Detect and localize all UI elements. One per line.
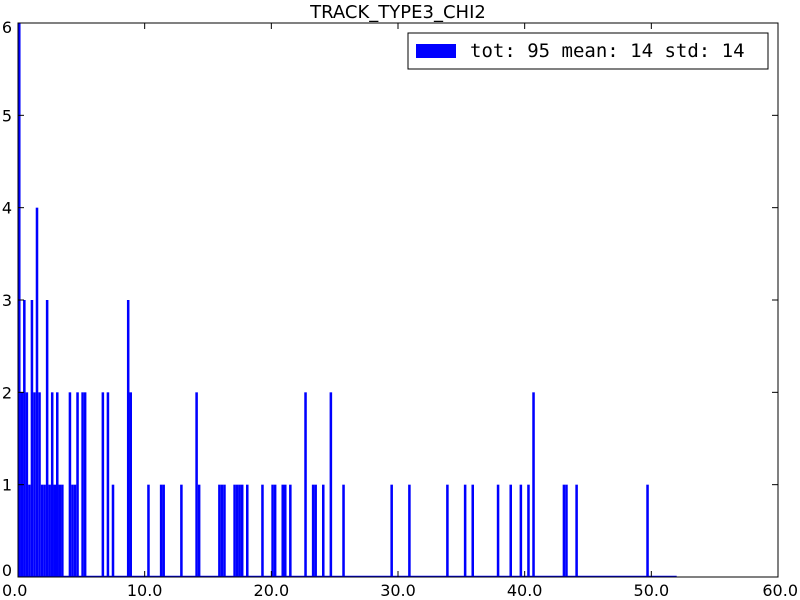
histogram-bar	[180, 484, 183, 577]
x-tick-label: 30.0	[380, 581, 416, 600]
histogram-bar	[314, 484, 317, 577]
histogram-bar	[246, 484, 249, 577]
histogram-bar	[532, 392, 535, 577]
histogram-bar	[233, 484, 236, 577]
histogram-bar	[68, 392, 72, 577]
histogram-bar	[126, 300, 130, 577]
histogram-bar	[43, 484, 46, 577]
y-tick-label: 3	[2, 291, 12, 310]
y-tick-label: 6	[2, 18, 12, 37]
histogram-bar	[562, 484, 566, 577]
histogram-bar	[61, 484, 64, 577]
y-tick-label: 2	[2, 383, 12, 402]
histogram-bar	[281, 484, 284, 577]
histogram-bar	[271, 484, 274, 577]
x-tick-label: 40.0	[507, 581, 543, 600]
legend-swatch	[416, 44, 456, 58]
histogram-bar	[45, 300, 49, 577]
y-tick-label: 1	[2, 476, 12, 495]
histogram-bar	[240, 484, 244, 577]
histogram-bar	[342, 484, 345, 577]
histogram-bar	[311, 484, 315, 577]
x-tick-label: 50.0	[634, 581, 670, 600]
histogram-bar	[35, 207, 39, 577]
histogram-bar	[30, 300, 34, 577]
histogram-bar	[565, 484, 568, 577]
histogram-bar	[322, 484, 325, 577]
histogram-bar	[238, 484, 241, 577]
histogram-bar	[527, 484, 530, 577]
histogram-bar	[223, 484, 226, 577]
histogram-bar	[463, 484, 467, 577]
histogram-bar	[496, 484, 500, 577]
histogram-bar	[73, 484, 77, 577]
ticks-layer	[17, 22, 779, 578]
chart-title: TRACK_TYPE3_CHI2	[309, 2, 486, 23]
histogram-bar	[235, 484, 239, 577]
x-tick-label: 10.0	[127, 581, 163, 600]
histogram-bar	[197, 484, 201, 577]
histogram-bar	[33, 392, 36, 577]
histogram-bar	[159, 484, 163, 577]
histogram-bar	[71, 484, 74, 577]
histogram-bar	[646, 484, 649, 577]
histogram-bar	[284, 484, 287, 577]
histogram-bar	[408, 484, 411, 577]
y-tick-label: 4	[2, 199, 12, 218]
histogram-bar	[218, 484, 221, 577]
legend: tot: 95 mean: 14 std: 14	[407, 32, 769, 70]
histogram-bar	[329, 392, 333, 577]
histogram-bar	[390, 484, 393, 577]
histogram-bar	[53, 484, 56, 577]
histogram-bar	[25, 392, 29, 577]
histogram-bar	[23, 300, 26, 577]
histogram-bar	[129, 392, 132, 577]
histogram-bar	[147, 484, 150, 577]
histogram-bar	[101, 392, 105, 577]
histogram-bar	[162, 484, 165, 577]
histogram-bar	[28, 484, 31, 577]
histogram-bar	[289, 484, 292, 577]
x-tick-label: 60.0	[762, 581, 798, 600]
histogram-bar	[83, 392, 87, 577]
histogram-bar	[76, 392, 79, 577]
histogram-bar	[273, 484, 277, 577]
histogram-bar	[446, 484, 449, 577]
y-tick-label: 0	[2, 561, 12, 580]
x-tick-label: 0.0	[2, 581, 27, 600]
histogram-bar	[81, 392, 84, 577]
histogram-bar	[519, 484, 523, 577]
x-tick-label: 20.0	[254, 581, 290, 600]
y-tick-label: 5	[2, 106, 12, 125]
histogram-bar	[56, 392, 59, 577]
histogram-bar	[50, 392, 54, 577]
histogram-bar	[40, 484, 44, 577]
histogram-bar	[48, 484, 51, 577]
tick-labels-layer: 0.0 10.0 20.0 30.0 40.0 50.0 60.0 0 1 2 3 4 5 6	[2, 18, 798, 600]
histogram-bar	[509, 484, 512, 577]
histogram-bar	[195, 392, 198, 577]
histogram-bar	[575, 484, 578, 577]
histogram-bar	[38, 392, 41, 577]
histogram-bar	[304, 392, 307, 577]
histogram-bar	[220, 484, 224, 577]
histogram-bar	[111, 484, 115, 577]
histogram-bar	[106, 392, 110, 577]
legend-box	[407, 32, 769, 70]
histogram-bar	[58, 484, 62, 577]
histogram-bar	[261, 484, 264, 577]
legend-label: tot: 95 mean: 14 std: 14	[470, 40, 745, 62]
histogram-bar	[471, 484, 474, 577]
bars-layer	[18, 23, 677, 578]
